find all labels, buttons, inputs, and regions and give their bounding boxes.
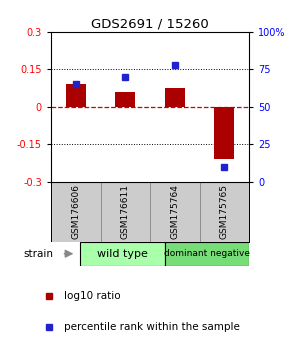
Bar [100, 182, 150, 242]
Bar [200, 182, 249, 242]
Text: GSM175765: GSM175765 [220, 184, 229, 239]
Text: wild type: wild type [97, 249, 148, 259]
Title: GDS2691 / 15260: GDS2691 / 15260 [91, 18, 209, 31]
Bar [115, 92, 135, 107]
Text: GSM175764: GSM175764 [170, 184, 179, 239]
Text: GSM176611: GSM176611 [121, 184, 130, 239]
Text: strain: strain [23, 249, 53, 259]
Text: percentile rank within the sample: percentile rank within the sample [64, 322, 240, 332]
Text: dominant negative: dominant negative [164, 249, 250, 258]
Bar [165, 242, 249, 266]
Bar [214, 107, 234, 159]
Bar [66, 84, 86, 107]
Text: GSM176606: GSM176606 [71, 184, 80, 239]
Text: log10 ratio: log10 ratio [64, 291, 121, 301]
Bar [51, 182, 100, 242]
Bar [150, 182, 200, 242]
Bar [80, 242, 165, 266]
Bar [165, 88, 185, 107]
